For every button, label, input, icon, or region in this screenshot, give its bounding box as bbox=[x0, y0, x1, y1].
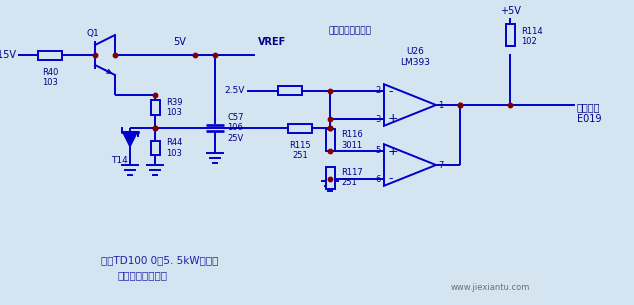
Polygon shape bbox=[384, 144, 436, 186]
Text: 1: 1 bbox=[438, 101, 443, 109]
Polygon shape bbox=[123, 132, 137, 146]
Text: R115
251: R115 251 bbox=[289, 141, 311, 160]
Text: 6: 6 bbox=[375, 175, 381, 184]
Polygon shape bbox=[384, 84, 436, 126]
Text: U26
LM393: U26 LM393 bbox=[400, 47, 430, 67]
Text: www.jiexiantu.com: www.jiexiantu.com bbox=[450, 283, 529, 292]
Bar bbox=[150, 141, 160, 155]
Text: 3: 3 bbox=[375, 115, 381, 124]
Text: R39
103: R39 103 bbox=[166, 98, 183, 117]
Text: 7: 7 bbox=[438, 160, 443, 170]
Text: +: + bbox=[388, 145, 399, 158]
Text: R114
102: R114 102 bbox=[521, 27, 543, 46]
Bar bbox=[325, 167, 335, 189]
Bar bbox=[150, 100, 160, 115]
Bar bbox=[325, 129, 335, 151]
Text: -: - bbox=[388, 172, 392, 185]
Bar bbox=[288, 124, 312, 132]
Text: 2.5V: 2.5V bbox=[224, 86, 245, 95]
Text: 电流检测后级电路: 电流检测后级电路 bbox=[117, 270, 167, 280]
Text: +: + bbox=[388, 112, 399, 125]
Text: +5V: +5V bbox=[500, 6, 521, 16]
Text: 2: 2 bbox=[376, 86, 381, 95]
Bar bbox=[38, 51, 62, 59]
Text: R40
103: R40 103 bbox=[42, 68, 58, 88]
Text: R116
3011: R116 3011 bbox=[341, 130, 363, 150]
Text: +15V: +15V bbox=[0, 50, 16, 60]
Text: 5: 5 bbox=[376, 146, 381, 155]
Text: VREF: VREF bbox=[258, 37, 286, 47]
Text: R117
251: R117 251 bbox=[341, 168, 363, 187]
Text: -: - bbox=[388, 85, 392, 98]
Text: 华为TD100 0型5. 5kW变频器: 华为TD100 0型5. 5kW变频器 bbox=[101, 255, 219, 265]
Text: Q1: Q1 bbox=[87, 29, 100, 38]
Bar bbox=[278, 86, 302, 95]
Text: T14: T14 bbox=[111, 156, 128, 165]
Bar bbox=[505, 23, 515, 45]
Text: 前级电流检测信号: 前级电流检测信号 bbox=[328, 26, 372, 35]
Text: C57
106
25V: C57 106 25V bbox=[227, 113, 243, 143]
Text: 过电流信
E019: 过电流信 E019 bbox=[577, 102, 602, 124]
Text: 5V: 5V bbox=[174, 37, 186, 47]
Text: R44
103: R44 103 bbox=[166, 138, 183, 158]
